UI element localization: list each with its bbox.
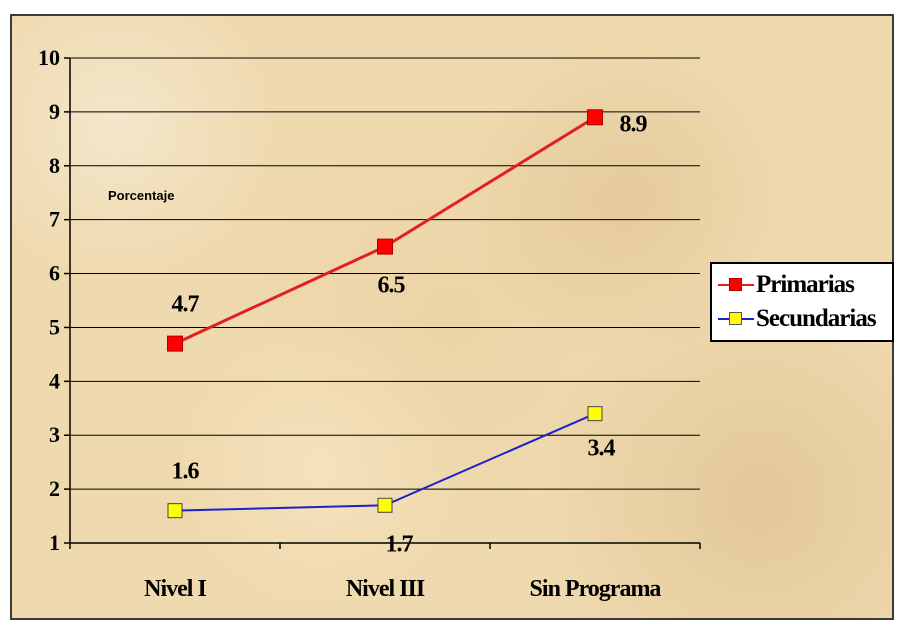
data-label-primarias-2: 8.9 (620, 111, 648, 137)
data-label-secundarias-1: 1.7 (386, 531, 414, 557)
y-tick-label-5: 5 (49, 314, 60, 339)
marker-primarias-0 (167, 335, 183, 352)
legend-label-secundarias: Secundarias (756, 305, 877, 332)
y-tick-label-1: 1 (49, 530, 60, 555)
data-label-primarias-1: 6.5 (378, 273, 406, 299)
y-tick-label-8: 8 (49, 153, 60, 178)
marker-primarias-1 (377, 238, 393, 255)
legend: Primarias Secundarias (710, 262, 894, 342)
y-tick-label-10: 10 (38, 45, 60, 70)
x-tick-label-0: Nivel I (144, 576, 206, 602)
y-tick-label-7: 7 (49, 207, 60, 232)
y-tick-label-3: 3 (49, 422, 60, 447)
legend-label-primarias: Primarias (756, 271, 855, 298)
marker-primarias-2 (587, 109, 603, 126)
marker-secundarias-1 (377, 497, 393, 513)
y-tick-label-2: 2 (49, 476, 60, 501)
y-tick-label-9: 9 (49, 99, 60, 124)
legend-item-secundarias: Secundarias (718, 302, 877, 336)
annotation-porcentaje: Porcentaje (108, 188, 174, 203)
x-tick-label-2: Sin Programa (530, 576, 662, 602)
marker-secundarias-0 (167, 503, 183, 519)
data-label-secundarias-0: 1.6 (172, 459, 200, 485)
marker-secundarias-2 (587, 406, 603, 422)
y-tick-label-6: 6 (49, 261, 60, 286)
data-label-primarias-0: 4.7 (172, 292, 200, 318)
data-label-secundarias-2: 3.4 (588, 436, 616, 462)
series-line-secundarias (174, 412, 596, 512)
legend-item-primarias: Primarias (718, 268, 855, 302)
series-line-primarias (174, 116, 596, 345)
y-tick-label-4: 4 (49, 368, 60, 393)
legend-swatch-secundarias (718, 309, 754, 329)
legend-swatch-primarias (718, 275, 754, 295)
x-tick-label-1: Nivel III (346, 576, 425, 602)
